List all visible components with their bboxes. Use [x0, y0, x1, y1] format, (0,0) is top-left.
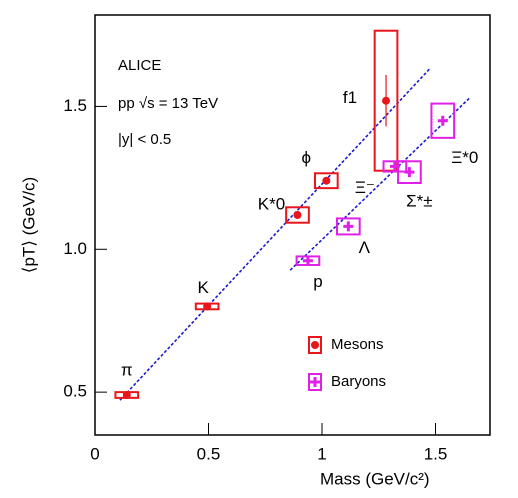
- y-tick-label: 1.5: [63, 96, 87, 115]
- point-label: p: [313, 272, 322, 291]
- syst-box: [397, 160, 422, 185]
- point-label: Ξ*0: [451, 148, 478, 167]
- marker: [122, 391, 131, 399]
- annotation: pp √s = 13 TeV: [118, 95, 218, 112]
- point-label: Λ: [359, 238, 371, 257]
- x-axis-label: Mass (GeV/c²): [320, 469, 430, 488]
- legend-box: [308, 336, 322, 354]
- point-label: K*0: [258, 194, 285, 213]
- y-axis-label: ⟨pT⟩ (GeV/c): [19, 177, 38, 273]
- x-tick-label: 1: [317, 444, 326, 463]
- legend-box: [308, 373, 322, 391]
- x-tick-label: 1.5: [424, 444, 448, 463]
- plot-frame: [94, 14, 491, 436]
- fit-line: [289, 96, 471, 271]
- fit-line: [119, 67, 431, 401]
- point-label: ϕ: [302, 148, 312, 167]
- point-label: f1: [343, 88, 357, 107]
- y-tick-label: 1.0: [63, 239, 87, 258]
- legend-label: Mesons: [331, 336, 384, 353]
- point-label: K: [197, 278, 209, 297]
- syst-box: [313, 172, 339, 190]
- marker: [302, 255, 313, 266]
- syst-box: [285, 206, 310, 224]
- marker: [311, 341, 319, 349]
- syst-box: [430, 102, 456, 139]
- point-label: Ξ⁻: [355, 178, 375, 197]
- point-label: Σ*±: [406, 192, 432, 211]
- marker: [322, 176, 331, 185]
- syst-box: [382, 160, 408, 173]
- annotation: |y| < 0.5: [118, 131, 171, 148]
- x-tick-label: 0.5: [197, 444, 221, 463]
- marker: [404, 167, 415, 178]
- point-label: π: [121, 360, 133, 379]
- marker: [343, 221, 354, 232]
- x-tick-label: 0: [90, 444, 99, 463]
- marker: [382, 96, 391, 105]
- legend-label: Baryons: [331, 373, 386, 390]
- marker: [203, 302, 212, 311]
- marker: [310, 377, 320, 387]
- y-tick-label: 0.5: [63, 382, 87, 401]
- marker: [293, 211, 302, 219]
- marker: [437, 115, 448, 126]
- annotation: ALICE: [118, 57, 161, 74]
- syst-box: [335, 217, 361, 236]
